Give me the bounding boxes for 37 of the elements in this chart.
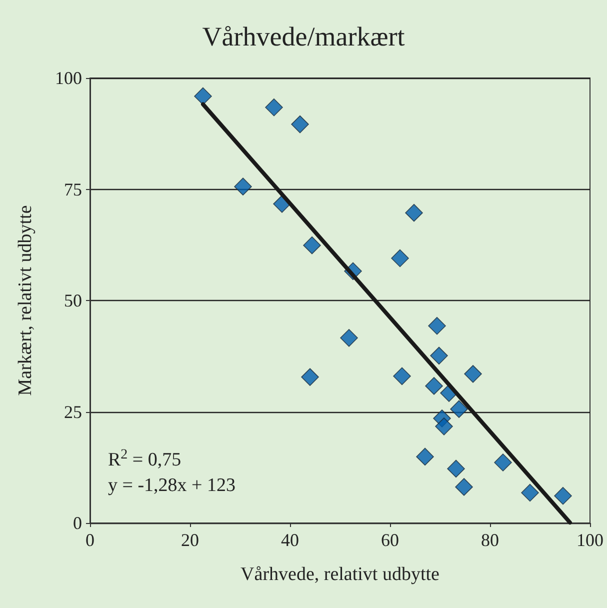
point	[428, 316, 446, 335]
x-tick-label: 60	[381, 530, 399, 550]
y-tick-label: 25	[64, 402, 82, 422]
point	[194, 87, 212, 106]
x-tick-label: 40	[281, 530, 299, 550]
point	[393, 367, 411, 386]
y-tick-label: 50	[64, 290, 82, 310]
point	[291, 115, 309, 134]
point	[405, 204, 423, 222]
x-tick-label: 80	[481, 530, 499, 550]
point	[464, 365, 482, 383]
point	[340, 328, 358, 347]
point	[494, 454, 512, 472]
point	[435, 418, 453, 436]
y-axis-title: Markært, relativt udbytte	[15, 205, 36, 396]
point	[521, 484, 539, 502]
x-tick-label: 0	[86, 530, 94, 550]
point	[265, 98, 283, 116]
point	[425, 377, 443, 395]
x-tick-label: 20	[181, 530, 199, 550]
point	[430, 346, 448, 365]
chart-title: Vårhvede/markært	[202, 22, 406, 52]
point	[447, 460, 465, 478]
x-tick-label: 100	[576, 530, 604, 550]
point	[303, 236, 321, 254]
point	[391, 249, 409, 268]
y-tick-label: 100	[55, 68, 82, 88]
point	[416, 448, 434, 466]
point	[450, 400, 468, 418]
y-tick-label: 75	[64, 179, 82, 200]
point	[234, 178, 252, 196]
point	[301, 368, 319, 386]
y-tick-label: 0	[73, 513, 82, 533]
x-axis-title: Vårhvede, relativt udbytte	[240, 564, 440, 585]
point	[455, 478, 473, 496]
annotation: y = -1,28x + 123	[108, 475, 236, 496]
point	[554, 486, 572, 505]
